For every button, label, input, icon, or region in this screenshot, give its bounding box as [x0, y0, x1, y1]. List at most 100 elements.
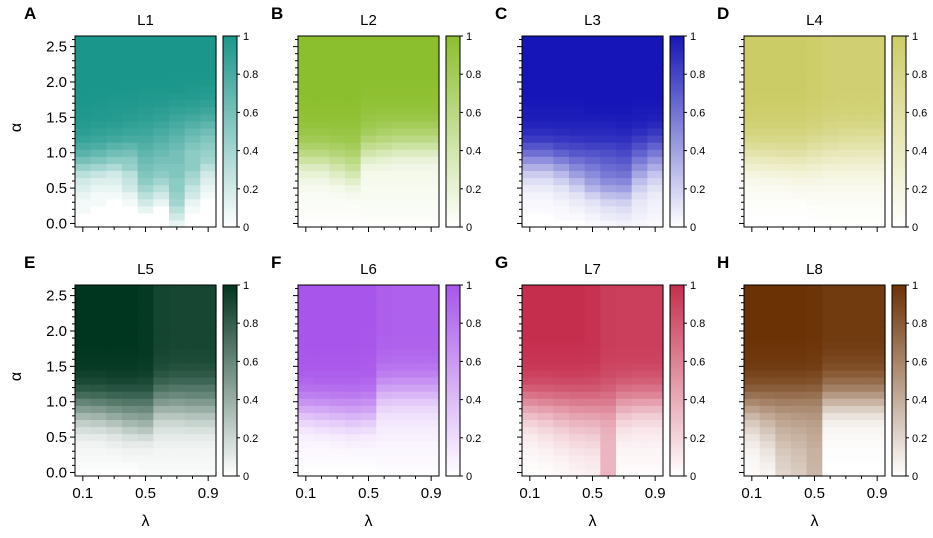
colorbar-tick-label: 1 [243, 280, 249, 292]
heatmap-cell [553, 447, 570, 456]
heatmap-cell [184, 306, 201, 314]
heatmap-cell [392, 391, 409, 399]
heatmap-cell [106, 120, 123, 129]
heatmap-cell [313, 71, 330, 80]
heatmap-cell [553, 57, 570, 65]
heatmap-cell [153, 369, 170, 378]
heatmap-cell [647, 362, 664, 371]
heatmap-cell [153, 149, 170, 157]
heatmap-cell [806, 327, 823, 336]
heatmap-cell [122, 36, 139, 44]
heatmap-cell [537, 149, 554, 157]
heatmap-cell [806, 205, 823, 214]
heatmap-cell [537, 135, 554, 143]
heatmap-cell [329, 127, 346, 136]
heatmap-cell [184, 170, 201, 179]
heatmap-cell [838, 57, 855, 65]
heatmap-cell [537, 320, 554, 329]
heatmap-cell [537, 219, 554, 228]
heatmap-cell [153, 391, 170, 399]
heatmap-cell [569, 78, 586, 87]
heatmap-cell [137, 405, 154, 413]
heatmap-cell [537, 198, 554, 207]
heatmap-cell [537, 64, 554, 72]
heatmap-cell [853, 334, 870, 343]
heatmap-cell [647, 92, 664, 101]
heatmap-cell [184, 149, 201, 157]
heatmap-cell [869, 384, 886, 392]
heatmap-cell [822, 285, 839, 293]
heatmap-cell [360, 50, 377, 58]
heatmap-cell [153, 327, 170, 336]
heatmap-cell [90, 384, 107, 392]
heatmap-cell [806, 170, 823, 179]
heatmap-cell [153, 440, 170, 449]
heatmap-cell [329, 170, 346, 179]
heatmap-cell [329, 405, 346, 413]
heatmap-cell [584, 205, 601, 214]
heatmap-cell [869, 376, 886, 385]
heatmap-cell [616, 212, 633, 221]
heatmap-cell [600, 299, 617, 307]
heatmap-cell [569, 191, 586, 200]
heatmap-cell [407, 64, 424, 72]
heatmap-cell [838, 405, 855, 413]
heatmap-cell [806, 57, 823, 65]
heatmap-cell [122, 454, 139, 463]
heatmap-cell [631, 454, 648, 463]
panel-title: L5 [137, 261, 154, 278]
heatmap-cell [569, 36, 586, 44]
heatmap-cell [75, 376, 92, 385]
heatmap-cell [376, 468, 393, 477]
heatmap-cell [759, 334, 776, 343]
heatmap-cell [106, 426, 123, 435]
heatmap-cell [345, 327, 362, 336]
heatmap-cell [360, 355, 377, 364]
heatmap-cell [75, 177, 92, 186]
heatmap-cell [90, 156, 107, 164]
heatmap-cell [647, 170, 664, 179]
heatmap-cell [329, 362, 346, 371]
heatmap-cell [822, 440, 839, 449]
heatmap-cell [775, 334, 792, 343]
heatmap-cell [298, 440, 315, 449]
heatmap-cell [90, 50, 107, 58]
heatmap-cell [822, 135, 839, 143]
heatmap-cell [122, 398, 139, 406]
heatmap-cell [647, 184, 664, 193]
heatmap-cell [647, 163, 664, 171]
x-tick-label: 0.9 [421, 485, 442, 502]
heatmap-cell [522, 398, 539, 406]
heatmap-cell [569, 369, 586, 378]
heatmap-cell [313, 135, 330, 143]
heatmap-cell [616, 320, 633, 329]
heatmap-cell [75, 78, 92, 87]
heatmap-cell [392, 412, 409, 420]
heatmap-cell [822, 170, 839, 179]
heatmap-cell [616, 219, 633, 228]
heatmap-cell [853, 142, 870, 150]
heatmap-cell [806, 191, 823, 200]
heatmap-cell [631, 57, 648, 65]
panel-letter: G [495, 253, 508, 272]
heatmap-cell [298, 177, 315, 186]
heatmap-cell [853, 426, 870, 435]
heatmap-cell [853, 355, 870, 364]
heatmap-cell [584, 85, 601, 94]
heatmap-cell [569, 391, 586, 399]
heatmap-cell [75, 327, 92, 336]
heatmap-cell [200, 127, 217, 136]
y-tick-label: 1.5 [46, 109, 67, 126]
heatmap-cell [184, 313, 201, 321]
heatmap-cell [423, 198, 440, 207]
heatmap-cell [137, 120, 154, 129]
heatmap-cell [791, 376, 808, 385]
heatmap-cell [169, 205, 186, 214]
heatmap-cell [522, 320, 539, 329]
heatmap-cell [744, 454, 761, 463]
heatmap-cell [90, 198, 107, 207]
heatmap-cell [75, 184, 92, 193]
heatmap-cell [759, 198, 776, 207]
heatmap-cell [153, 92, 170, 101]
heatmap-cell [838, 454, 855, 463]
